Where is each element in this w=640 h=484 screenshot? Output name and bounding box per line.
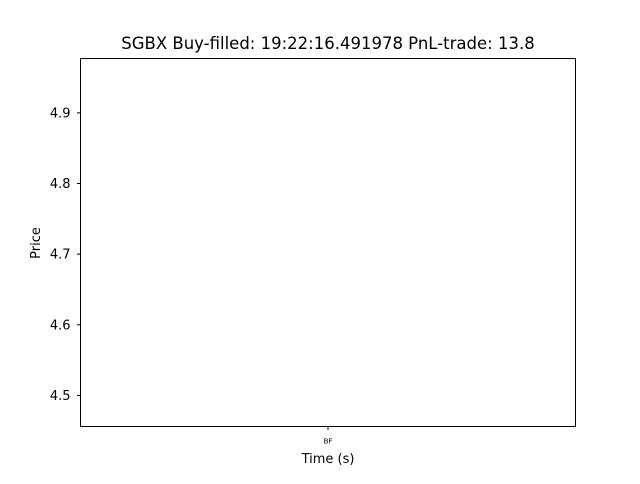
y-tick-label: 4.6 xyxy=(50,318,71,333)
x-axis-label: Time (s) xyxy=(301,452,355,467)
y-tick-label: 4.8 xyxy=(50,177,71,192)
x-tick-label: BF xyxy=(324,438,333,446)
y-axis-label: Price xyxy=(29,227,44,259)
y-tick-label: 4.5 xyxy=(50,389,71,404)
y-tick-label: 4.9 xyxy=(50,106,71,121)
y-tick-label: 4.7 xyxy=(50,248,71,263)
x-axis-ticks: BF xyxy=(324,426,333,446)
plot-area xyxy=(80,58,576,427)
chart-title: SGBX Buy-filled: 19:22:16.491978 PnL-tra… xyxy=(121,34,534,53)
y-axis-ticks: 4.5 4.6 4.7 4.8 4.9 xyxy=(50,106,81,404)
